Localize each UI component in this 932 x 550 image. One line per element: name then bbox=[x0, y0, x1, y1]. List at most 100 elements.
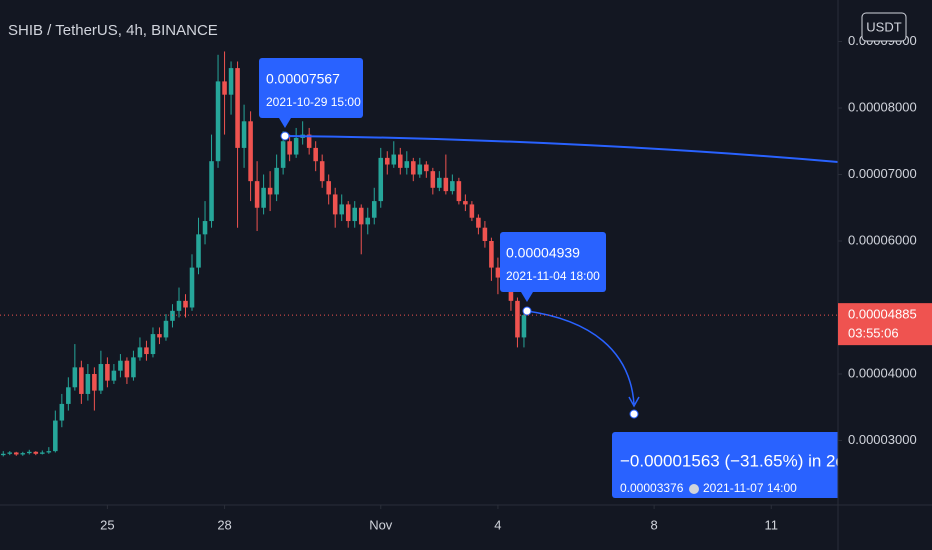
candle-body bbox=[352, 207, 358, 222]
price-tag-countdown: 03:55:06 bbox=[848, 326, 899, 341]
candle-body bbox=[319, 161, 325, 182]
candle-body bbox=[144, 347, 149, 355]
candle-body bbox=[85, 373, 91, 394]
candle-body bbox=[27, 451, 32, 454]
candle-body bbox=[20, 453, 26, 455]
annotation: 0.00004939 2021-11-04 18:00 bbox=[500, 232, 606, 302]
x-tick-label: 8 bbox=[651, 517, 658, 532]
x-tick-label: Nov bbox=[369, 517, 393, 532]
projection-time: 2021-11-07 14:00 bbox=[703, 481, 797, 495]
candle-body bbox=[280, 141, 286, 168]
candle-body bbox=[209, 161, 214, 222]
candle-body bbox=[118, 360, 123, 371]
y-tick-label: 0.00006000 bbox=[848, 232, 917, 247]
candle-body bbox=[404, 161, 410, 168]
candle-body bbox=[124, 360, 130, 378]
candle-body bbox=[248, 121, 253, 182]
annotation: 0.00007567 2021-10-29 15:00 bbox=[259, 58, 363, 128]
candle-body bbox=[157, 334, 162, 338]
candle-body bbox=[469, 204, 475, 218]
candle-body bbox=[313, 147, 318, 162]
candle-body bbox=[365, 217, 371, 225]
candle-body bbox=[66, 387, 71, 404]
current-price: 0.00004885 03:55:06 bbox=[0, 303, 932, 346]
candle-body bbox=[163, 320, 169, 338]
candle-body bbox=[489, 240, 494, 268]
candle-body bbox=[196, 234, 201, 268]
currency-button[interactable] bbox=[861, 12, 907, 42]
candle-body bbox=[411, 161, 416, 175]
candle-body bbox=[170, 310, 175, 321]
annotation-time: 2021-10-29 15:00 bbox=[266, 95, 361, 109]
candle-body bbox=[235, 68, 240, 148]
candle-body bbox=[521, 315, 527, 338]
candle-body bbox=[274, 167, 279, 195]
candle-body bbox=[293, 137, 299, 155]
candle-body bbox=[345, 204, 351, 222]
projection-label: −0.00001563 (−31.65%) in 2d 2 0.00003376… bbox=[612, 432, 859, 498]
candle-body bbox=[371, 201, 377, 218]
candle-body bbox=[476, 217, 481, 228]
candle-body bbox=[72, 367, 78, 388]
candle-body bbox=[430, 171, 436, 188]
candle-body bbox=[515, 300, 520, 338]
candle-body bbox=[495, 267, 501, 278]
candle-body bbox=[463, 201, 468, 205]
candle-body bbox=[137, 347, 143, 358]
projection-arrow bbox=[526, 310, 635, 405]
currency-label[interactable]: USDT bbox=[866, 19, 901, 34]
candle-body bbox=[59, 403, 65, 421]
candle-body bbox=[46, 451, 52, 453]
candle-body bbox=[261, 187, 266, 208]
candle-body bbox=[241, 121, 247, 148]
candle-body bbox=[13, 452, 19, 455]
candle-body bbox=[450, 181, 455, 192]
projection-target: 0.00003376 bbox=[620, 481, 684, 495]
annotation-time: 2021-11-04 18:00 bbox=[506, 269, 600, 283]
candle-body bbox=[267, 187, 273, 195]
candle-body bbox=[437, 177, 442, 188]
x-tick-label: 28 bbox=[217, 517, 231, 532]
candles bbox=[0, 51, 527, 457]
y-tick-label: 0.00003000 bbox=[848, 432, 917, 447]
candle-body bbox=[131, 357, 136, 378]
annotation-price: 0.00004939 bbox=[506, 245, 580, 261]
candle-body bbox=[378, 157, 384, 202]
candle-body bbox=[332, 194, 338, 215]
candle-body bbox=[105, 364, 110, 381]
candle-body bbox=[424, 164, 429, 172]
annotation-box bbox=[500, 232, 606, 292]
price-tag-box bbox=[838, 303, 932, 346]
candle-body bbox=[482, 227, 488, 241]
candle-body bbox=[183, 300, 188, 308]
candle-body bbox=[391, 154, 397, 165]
y-tick-label: 0.00008000 bbox=[848, 99, 917, 114]
candle-body bbox=[150, 334, 156, 355]
candle-body bbox=[339, 204, 344, 215]
candle-body bbox=[0, 453, 6, 456]
candle-body bbox=[215, 81, 221, 162]
anchor-point bbox=[280, 131, 290, 141]
anchor-point bbox=[629, 409, 639, 419]
candle-body bbox=[443, 177, 449, 192]
candle-body bbox=[417, 164, 423, 175]
trend-line bbox=[284, 135, 838, 163]
candle-body bbox=[358, 207, 364, 225]
candle-body bbox=[40, 452, 45, 454]
candle-body bbox=[228, 68, 234, 95]
price-tag-value: 0.00004885 bbox=[848, 307, 917, 322]
candle-body bbox=[202, 221, 208, 235]
candle-body bbox=[326, 181, 331, 195]
annotation-price: 0.00007567 bbox=[266, 71, 340, 87]
y-tick-label: 0.00007000 bbox=[848, 166, 917, 181]
candle-body bbox=[456, 181, 462, 202]
projection-box bbox=[612, 432, 838, 498]
candle-body bbox=[33, 451, 39, 454]
projection-change: −0.00001563 (−31.65%) in 2d 2 bbox=[620, 451, 859, 470]
annotation-box bbox=[259, 58, 363, 118]
candle-body bbox=[384, 157, 390, 165]
candle-body bbox=[189, 267, 195, 308]
candle-body bbox=[98, 364, 104, 391]
drawings: 0.00007567 2021-10-29 15:00 0.00004939 2… bbox=[259, 58, 859, 498]
